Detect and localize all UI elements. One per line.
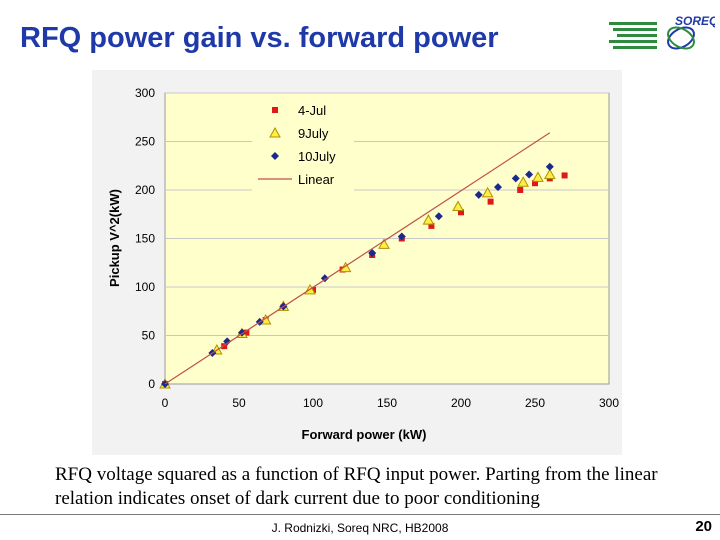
legend-box: [252, 96, 354, 194]
point-4-jul: [532, 180, 538, 187]
soreq-logo: SOREQ: [609, 14, 715, 50]
legend-label-10july: 10July: [298, 149, 336, 164]
y-tick-label: 250: [135, 135, 155, 149]
tick-labels: 0 50 100 150 200 250 300 0 50 100 150 200 250 300: [135, 86, 619, 410]
footer-credit: J. Rodnizki, Soreq NRC, HB2008: [271, 521, 449, 535]
x-axis-label: Forward power (kW): [302, 427, 427, 442]
series-line-linear: [164, 132, 551, 385]
point-9july: [378, 238, 390, 249]
point-4-jul: [243, 329, 250, 336]
point-10july: [474, 190, 483, 199]
legend-label-4-jul: 4-Jul: [298, 103, 326, 118]
series-layer: [159, 132, 568, 389]
point-10july: [320, 274, 329, 283]
slide-title: RFQ power gain vs. forward power: [20, 22, 499, 54]
point-4-jul: [458, 209, 464, 216]
point-9july: [532, 171, 544, 182]
point-10july: [494, 183, 502, 192]
y-tick-label: 50: [142, 329, 156, 343]
point-4-jul: [517, 187, 524, 193]
y-tick-label: 0: [148, 377, 155, 391]
legend-label-linear: Linear: [298, 172, 335, 187]
point-10july: [434, 212, 443, 221]
point-9july: [422, 214, 435, 225]
y-tick-label: 100: [135, 280, 155, 294]
slide-caption: RFQ voltage squared as a function of RFQ…: [55, 464, 658, 509]
point-10july: [511, 174, 520, 183]
gridlines: [165, 92, 609, 336]
point-9july: [452, 200, 464, 211]
point-10july: [368, 249, 377, 258]
chart-panel: 0 50 100 150 200 250 300 0 50 100 150 200 250 300 4-J…: [92, 70, 622, 455]
point-4-jul: [487, 198, 494, 205]
x-tick-label: 50: [232, 396, 246, 410]
y-tick-label: 150: [135, 232, 155, 246]
y-tick-label: 200: [135, 183, 155, 197]
point-9july: [481, 186, 494, 198]
point-10july: [525, 170, 534, 179]
point-4-jul: [428, 222, 435, 229]
point-4-jul: [561, 172, 568, 179]
x-tick-label: 200: [451, 396, 471, 410]
footer-divider: [0, 514, 720, 515]
point-9july: [543, 168, 556, 179]
logo-text: SOREQ: [675, 14, 715, 28]
legend-label-9july: 9July: [298, 126, 329, 141]
x-tick-label: 100: [303, 396, 323, 410]
y-tick-label: 300: [135, 86, 155, 100]
point-4-jul: [221, 343, 228, 350]
point-10july: [397, 232, 406, 241]
legend-swatch-4-jul: [272, 107, 278, 113]
legend: 4-Jul 9July 10July Linear: [252, 96, 354, 194]
legend-swatch-10july: [271, 152, 279, 160]
scatter-chart: 0 50 100 150 200 250 300 0 50 100 150 200 250 300 4-J…: [107, 86, 619, 442]
point-10july: [223, 337, 232, 346]
y-axis-label: Pickup V^2(kW): [107, 189, 122, 287]
point-10july: [545, 162, 554, 171]
x-tick-label: 250: [525, 396, 545, 410]
x-tick-label: 150: [377, 396, 397, 410]
logo-stripes: [609, 22, 657, 49]
x-tick-label: 0: [162, 396, 169, 410]
point-9july: [517, 176, 530, 187]
x-tick-label: 300: [599, 396, 619, 410]
page-number: 20: [695, 518, 712, 535]
legend-swatch-9july: [269, 126, 281, 138]
